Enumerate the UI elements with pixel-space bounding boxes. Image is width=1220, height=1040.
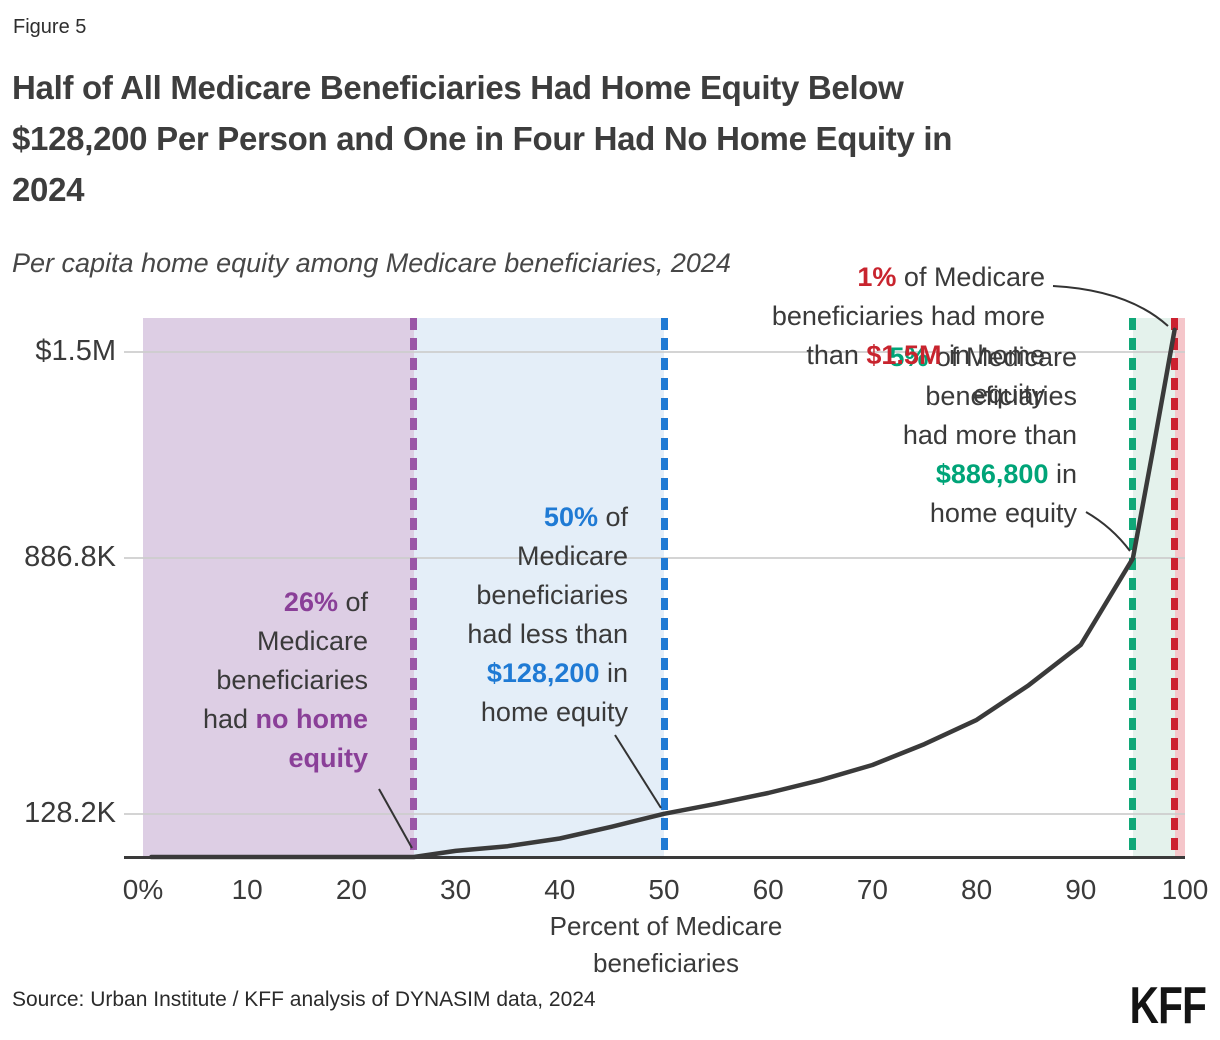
y-axis-label-$1.5M: $1.5M — [35, 334, 116, 367]
threshold-line-95pct — [1129, 318, 1137, 857]
chart-subtitle: Per capita home equity among Medicare be… — [12, 248, 731, 278]
annotation-line: home equity — [929, 498, 1077, 528]
annotation-line: had less than — [467, 619, 628, 649]
annotation-line: had no home — [202, 704, 368, 734]
threshold-line-50pct — [660, 318, 668, 857]
annotation-line: equity — [288, 743, 368, 773]
region-above-886800 — [1132, 318, 1175, 857]
y-axis-label-128.2K: 128.2K — [24, 796, 116, 829]
annotation-line: 50% of — [543, 502, 628, 532]
chart-title-line-3: 2024 — [12, 171, 85, 208]
chart-title: Half of All Medicare Beneficiaries Had H… — [12, 62, 1172, 215]
source-note: Source: Urban Institute / KFF analysis o… — [12, 988, 596, 1011]
annotation-line: beneficiaries — [216, 665, 368, 695]
annotation-line: Medicare — [256, 626, 368, 656]
chart-title-line-1: Half of All Medicare Beneficiaries Had H… — [12, 69, 904, 106]
x-axis-label-100: 100 — [1161, 874, 1209, 905]
x-axis-label-60: 60 — [752, 874, 784, 905]
figure-number: Figure 5 — [13, 16, 87, 38]
x-axis-label-90: 90 — [1065, 874, 1097, 905]
x-axis-line — [124, 856, 1185, 859]
x-axis-label-10: 10 — [231, 874, 263, 905]
annotation-line: 1% of Medicare — [857, 262, 1045, 292]
x-axis-label-80: 80 — [961, 874, 993, 905]
annotation-line: beneficiaries — [476, 580, 628, 610]
gridline-128.2K — [124, 812, 1185, 815]
annotation-line: $128,200 in — [486, 658, 628, 688]
annotation-line: Medicare — [516, 541, 628, 571]
x-axis-title: Percent of Medicare beneficiaries — [549, 911, 783, 978]
annotation-line: home equity — [480, 697, 628, 727]
x-axis-label-20: 20 — [335, 874, 367, 905]
x-axis-label-40: 40 — [544, 874, 576, 905]
chart-title-line-2: $128,200 Per Person and One in Four Had … — [12, 120, 953, 157]
x-axis-label-50: 50 — [648, 874, 680, 905]
annotation-line: 26% of — [283, 587, 368, 617]
x-axis-label-70: 70 — [856, 874, 888, 905]
annotation-median-50-percent: 50% of Medicare beneficiaries had less than… — [467, 498, 628, 732]
annotation-line: had more than — [902, 420, 1077, 450]
annotation-line: equity — [972, 379, 1045, 409]
leader-line-green — [1085, 511, 1131, 552]
threshold-line-99pct — [1171, 318, 1179, 857]
annotation-top-1-percent: 1% of Medicare beneficiaries had more than… — [772, 258, 1045, 414]
x-axis-label-30: 30 — [440, 874, 472, 905]
annotation-line: beneficiaries had more — [771, 301, 1045, 331]
kff-logo: KFF — [1129, 977, 1206, 1035]
annotation-no-home-equity-26-percent: 26% of Medicare beneficiaries had no home eq… — [203, 583, 368, 778]
threshold-line-26pct — [410, 318, 418, 857]
annotation-line: $886,800 in — [935, 459, 1077, 489]
region-above-1-5m — [1174, 318, 1185, 857]
gridline-886.8K — [124, 557, 1185, 560]
y-axis-label-886.8K: 886.8K — [24, 541, 116, 574]
x-axis-label-0%: 0% — [122, 874, 164, 905]
annotation-line: than $1.5M in home — [806, 340, 1045, 370]
